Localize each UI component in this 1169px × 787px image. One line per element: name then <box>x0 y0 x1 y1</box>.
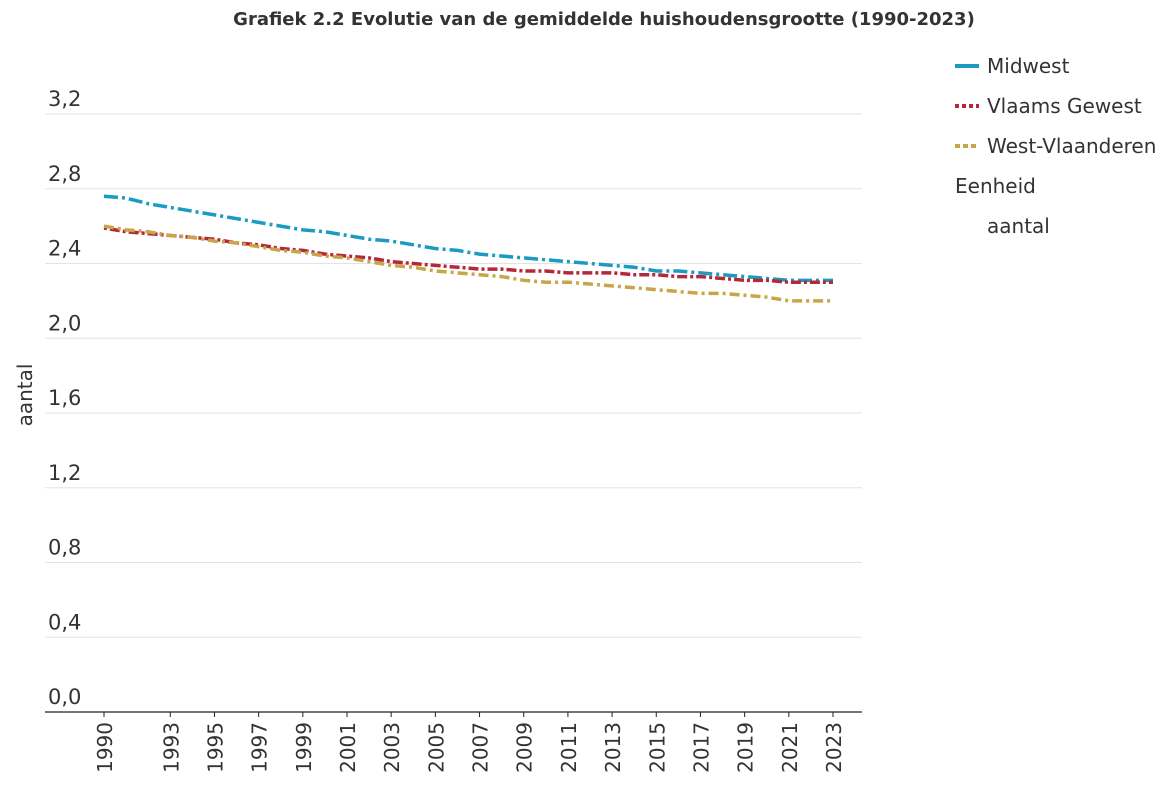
line-series <box>103 224 833 303</box>
x-tick-label: 2009 <box>513 722 537 773</box>
y-tick-label: 1,2 <box>48 461 81 485</box>
line-series <box>103 194 833 283</box>
y-tick-label: 0,8 <box>48 536 81 560</box>
y-tick-label: 1,6 <box>48 386 81 410</box>
x-tick-label: 2007 <box>469 722 493 773</box>
legend-title: Eenheid <box>955 174 1036 198</box>
x-tick-label: 2011 <box>557 722 581 773</box>
x-tick-label: 1993 <box>159 722 183 773</box>
line-series <box>103 226 833 284</box>
x-tick-label: 1995 <box>203 722 227 773</box>
y-tick-label: 3,2 <box>48 87 81 111</box>
x-tick-label: 2005 <box>424 722 448 773</box>
x-tick-label: 2013 <box>601 722 625 773</box>
legend-label: West-Vlaanderen <box>987 134 1156 158</box>
x-tick-label: 2015 <box>645 722 669 773</box>
x-tick-label: 2003 <box>380 722 404 773</box>
x-tick-label: 2023 <box>822 722 846 773</box>
legend-unit: aantal <box>987 214 1050 238</box>
x-tick-label: 1997 <box>248 722 272 773</box>
x-tick-label: 1999 <box>292 722 316 773</box>
x-tick-label: 2017 <box>689 722 713 773</box>
y-axis-label: aantal <box>13 364 37 427</box>
legend-label: Vlaams Gewest <box>987 94 1142 118</box>
x-tick-label: 2001 <box>336 722 360 773</box>
y-tick-label: 2,8 <box>48 162 81 186</box>
legend-label: Midwest <box>987 54 1070 78</box>
y-tick-label: 0,4 <box>48 610 81 634</box>
y-tick-label: 2,0 <box>48 311 81 335</box>
chart-title: Grafiek 2.2 Evolutie van de gemiddelde h… <box>233 9 975 30</box>
x-tick-label: 2019 <box>734 722 758 773</box>
y-tick-label: 2,4 <box>48 237 81 261</box>
x-tick-label: 2021 <box>778 722 802 773</box>
y-tick-label: 0,0 <box>48 685 81 709</box>
x-tick-label: 1990 <box>93 722 117 773</box>
